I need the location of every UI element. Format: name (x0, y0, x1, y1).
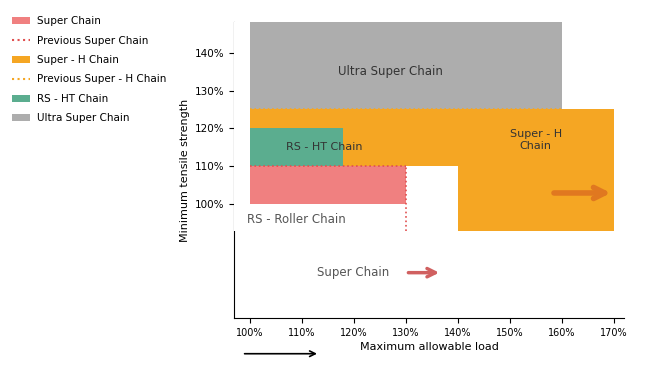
Bar (250, 166, 406, 231)
Bar (250, 128, 343, 166)
Text: Super Chain: Super Chain (317, 266, 390, 279)
Y-axis label: Minimum tensile strength: Minimum tensile strength (181, 98, 190, 242)
Text: RS - HT Chain: RS - HT Chain (286, 142, 363, 152)
X-axis label: Maximum allowable load: Maximum allowable load (359, 342, 499, 352)
Bar (250, 204, 406, 231)
Text: Super - H
Chain: Super - H Chain (510, 129, 562, 151)
Bar (234, 22, 250, 231)
Bar (250, 22, 562, 110)
Bar (458, 166, 614, 231)
Bar (250, 110, 614, 166)
Text: RS - Roller Chain: RS - Roller Chain (247, 213, 346, 226)
Text: Ultra Super Chain: Ultra Super Chain (337, 65, 443, 78)
Legend: Super Chain, Previous Super Chain, Super - H Chain, Previous Super - H Chain, RS: Super Chain, Previous Super Chain, Super… (12, 16, 166, 123)
